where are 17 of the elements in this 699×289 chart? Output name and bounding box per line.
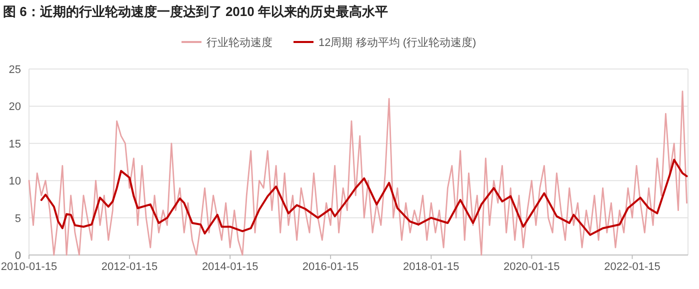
x-tick-label: 2018-01-15 xyxy=(403,261,460,273)
x-tick-label: 2010-01-15 xyxy=(0,261,58,273)
y-tick-label: 0 xyxy=(14,250,21,262)
chart-title: 图 6：近期的行业轮动速度一度达到了 2010 年以来的历史最高水平 xyxy=(3,4,388,19)
y-tick-label: 25 xyxy=(8,64,21,76)
y-tick-label: 15 xyxy=(8,138,21,150)
legend-label: 12周期 移动平均 (行业轮动速度) xyxy=(318,36,476,49)
x-tick-label: 2016-01-15 xyxy=(302,261,359,273)
y-tick-label: 10 xyxy=(8,176,21,188)
y-tick-label: 5 xyxy=(14,212,21,225)
y-tick-label: 20 xyxy=(8,101,21,114)
x-tick-label: 2022-01-15 xyxy=(604,261,660,273)
x-tick-label: 2012-01-15 xyxy=(101,261,158,273)
line-series xyxy=(40,158,688,236)
legend-label: 行业轮动速度 xyxy=(206,36,272,49)
x-tick-label: 2014-01-15 xyxy=(202,261,258,273)
x-tick-label: 2020-01-15 xyxy=(504,261,560,273)
